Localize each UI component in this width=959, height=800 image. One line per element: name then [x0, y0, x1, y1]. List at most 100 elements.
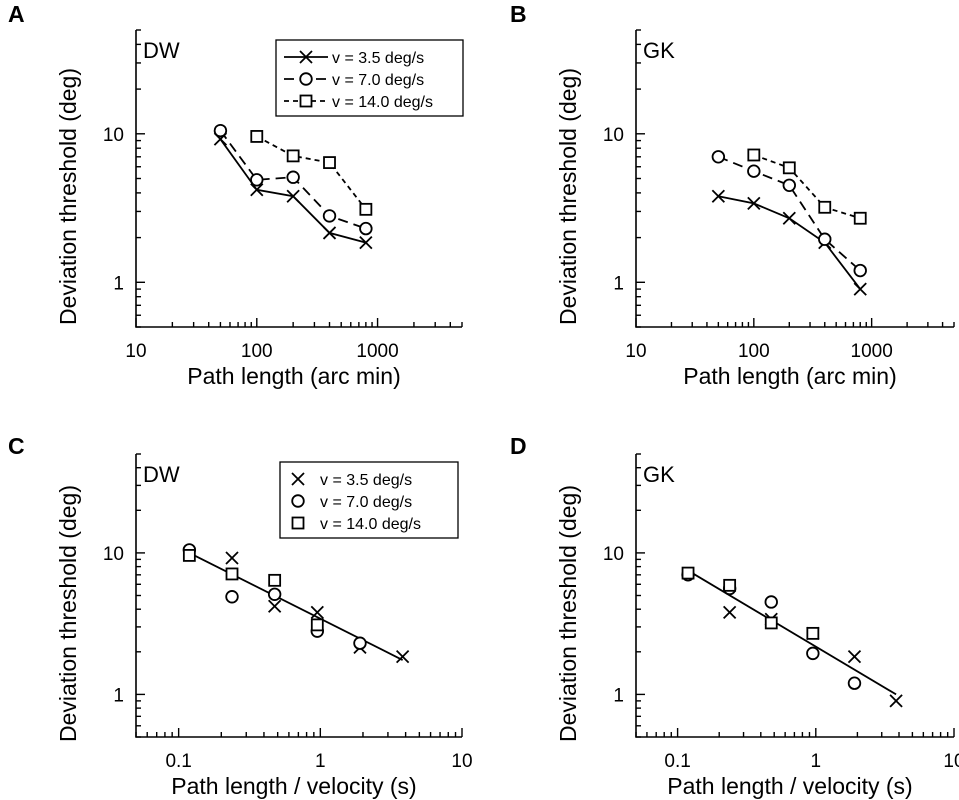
legend: v = 3.5 deg/s v = 7.0 deg/s v = 14.0 deg/s: [279, 461, 459, 539]
data-point-circle: [782, 178, 796, 192]
data-point-square: [764, 616, 778, 630]
y-tick-label: 1: [113, 685, 124, 706]
subject-label: GK: [643, 38, 675, 63]
data-point-circle: [353, 636, 367, 650]
data-point-square: [286, 149, 300, 163]
x-tick-label: 0.1: [165, 751, 191, 772]
data-point-circle: [806, 646, 820, 661]
data-point-square: [818, 200, 832, 214]
data-point-circle: [764, 595, 778, 609]
legend: v = 3.5 deg/s v = 7.0 deg/s v = 14.0 deg/s: [275, 39, 464, 117]
x-tick-label: 0.1: [664, 751, 690, 772]
y-tick-label: 10: [603, 544, 624, 565]
data-point-circle: [322, 209, 337, 223]
data-point-square: [250, 130, 264, 143]
x-tick-label: 10: [451, 751, 472, 772]
panel-letter: A: [8, 1, 25, 27]
x-tick-label: 1: [315, 751, 326, 772]
data-point-x-b: [847, 649, 862, 664]
legend-label: v = 3.5 deg/s: [320, 472, 412, 489]
fit-line: [687, 569, 897, 696]
series-1: [711, 189, 867, 296]
legend-marker-x-b: [299, 50, 313, 64]
y-axis-title: Deviation threshold (deg): [555, 68, 581, 325]
x-axis-title: Path length / velocity (s): [667, 773, 912, 799]
legend-marker-circle: [291, 494, 305, 508]
data-point-x-b: [322, 226, 337, 240]
legend-marker-square: [291, 516, 305, 530]
series-3: [681, 566, 820, 640]
data-point-square: [782, 161, 796, 175]
x-axis-title: Path length (arc min): [683, 363, 896, 389]
data-point-x-b: [782, 211, 796, 225]
data-point-x-b: [747, 196, 761, 211]
legend-marker-circle: [299, 72, 313, 86]
series-2: [182, 543, 367, 650]
panel-d: D 1 10 0.1 1 10 Path length / velocity (s) Devi…: [510, 433, 959, 799]
legend-label: v = 14.0 deg/s: [332, 94, 433, 111]
x-tick-label: 1000: [851, 341, 893, 362]
legend-marker-square: [299, 94, 313, 108]
y-axis-title: Deviation threshold (deg): [55, 68, 81, 325]
data-point-circle: [818, 232, 832, 246]
y-tick-label: 1: [613, 273, 624, 294]
y-tick-label: 10: [103, 544, 124, 565]
data-point-circle: [250, 173, 264, 187]
legend-label: v = 3.5 deg/s: [332, 50, 424, 67]
series-2: [213, 123, 373, 236]
panel-c: C 1 10 0.1 1 10 Path length / velocity (s) Devi…: [8, 433, 473, 799]
series-line: [718, 195, 861, 290]
x-tick-label: 10: [625, 341, 646, 362]
data-point-x-b: [853, 282, 867, 296]
y-tick-label: 1: [113, 273, 124, 294]
data-point-square: [359, 202, 373, 216]
data-point-circle: [711, 150, 726, 164]
data-point-x-b: [225, 551, 239, 565]
data-point-square: [723, 578, 737, 592]
data-point-square: [747, 148, 761, 162]
data-point-circle: [847, 676, 862, 690]
data-point-square: [681, 566, 695, 580]
x-tick-label: 10: [125, 341, 146, 362]
data-point-square: [323, 156, 336, 169]
data-point-x-b: [395, 649, 410, 664]
y-tick-label: 10: [103, 125, 124, 146]
data-point-x-b: [711, 189, 725, 203]
panel-letter: B: [510, 1, 527, 27]
data-point-square: [225, 567, 239, 581]
series-1: [225, 551, 410, 664]
x-axis-title: Path length / velocity (s): [171, 773, 416, 799]
legend-label: v = 7.0 deg/s: [320, 494, 412, 511]
axes-frame: [635, 454, 954, 738]
data-point-circle: [225, 590, 239, 604]
data-point-x-b: [286, 189, 300, 203]
data-point-circle: [286, 170, 300, 184]
y-tick-label: 1: [613, 685, 624, 706]
x-tick-label: 100: [738, 341, 770, 362]
data-point-square: [310, 618, 324, 632]
data-point-x-b: [310, 605, 324, 620]
y-axis-title: Deviation threshold (deg): [55, 485, 81, 742]
data-point-circle: [213, 123, 228, 138]
x-tick-label: 1: [811, 751, 822, 772]
data-point-x-b: [889, 694, 903, 708]
series-3: [182, 549, 324, 632]
subject-label: GK: [643, 462, 675, 487]
legend-box: [279, 461, 459, 539]
x-axis-title: Path length (arc min): [187, 363, 400, 389]
legend-marker-x-b: [291, 472, 305, 486]
series-line: [718, 155, 861, 272]
data-point-square: [806, 626, 820, 640]
panel-letter: C: [8, 433, 25, 459]
x-tick-label: 1000: [356, 341, 398, 362]
axes-frame: [635, 30, 954, 328]
data-point-circle: [853, 263, 867, 278]
data-point-x-b: [250, 183, 264, 197]
series-line: [256, 135, 367, 210]
x-tick-label: 100: [241, 341, 273, 362]
series-3: [250, 130, 373, 216]
data-point-square: [853, 211, 867, 225]
data-point-x-b: [268, 599, 282, 613]
data-point-square: [182, 549, 196, 562]
